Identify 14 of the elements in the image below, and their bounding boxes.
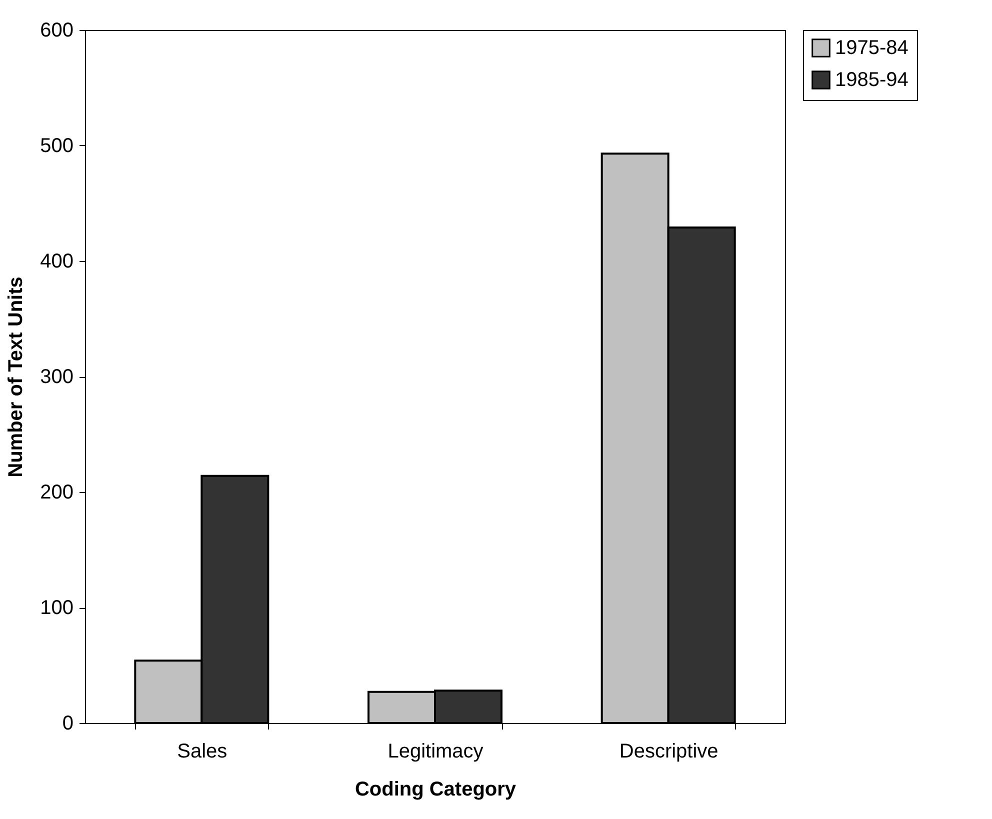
x-tick-label: Descriptive [619, 740, 718, 762]
x-axis-title: Coding Category [354, 778, 517, 800]
x-tick-label: Legitimacy [388, 740, 484, 762]
y-tick-label: 0 [62, 712, 74, 734]
legend-label: 1975-84 [835, 37, 908, 59]
y-tick-label: 600 [40, 20, 74, 42]
y-tick-label: 300 [40, 366, 74, 388]
y-tick-label: 100 [40, 597, 74, 619]
y-axis-title: Number of Text Units [5, 276, 28, 478]
legend-label: 1985-94 [835, 69, 908, 91]
y-tick-label: 200 [40, 482, 74, 504]
x-tick-label: Sales [177, 740, 228, 762]
y-tick-label: 500 [40, 135, 74, 157]
y-tick-label: 400 [40, 250, 74, 272]
